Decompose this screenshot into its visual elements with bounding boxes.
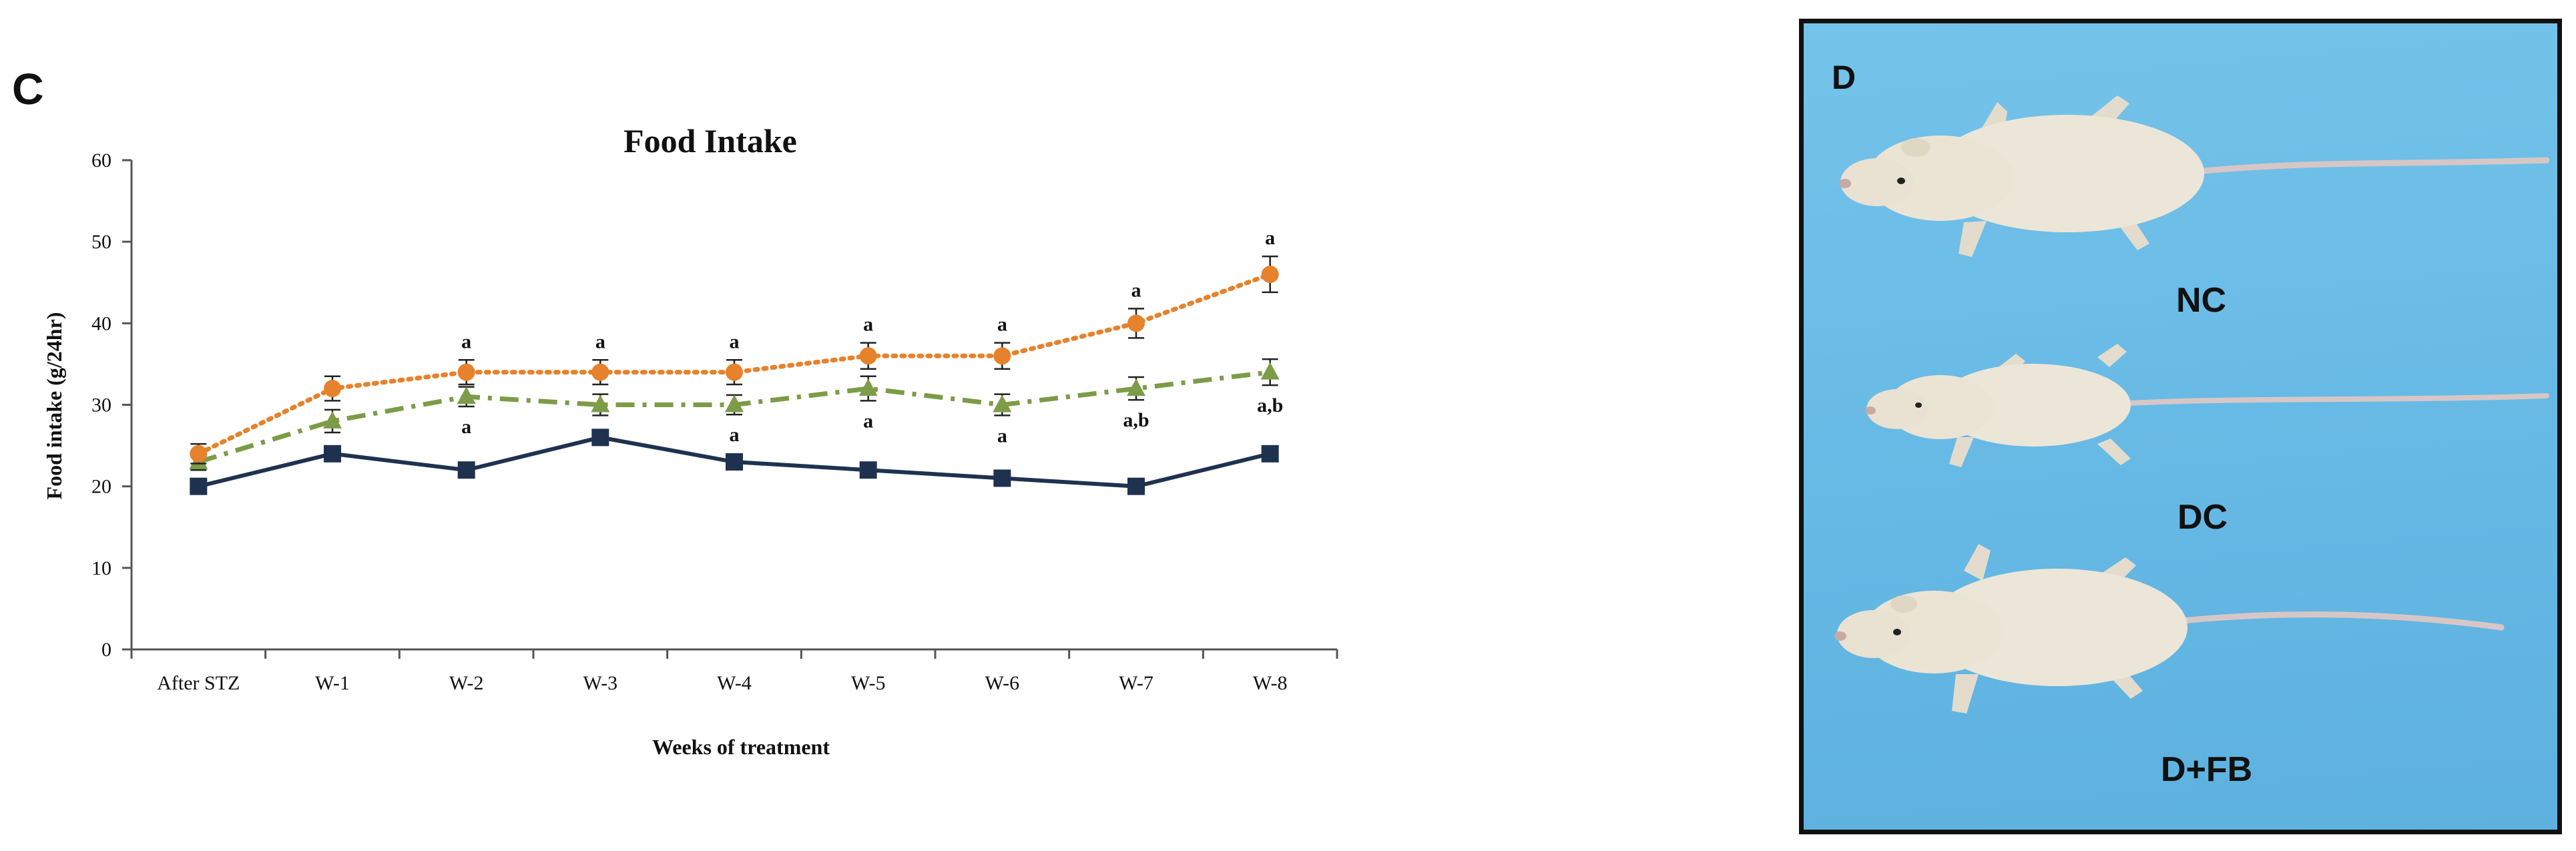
data-point — [1127, 378, 1145, 396]
rat-dc-image — [1865, 344, 2549, 467]
rat-photo — [1834, 95, 2550, 714]
data-point — [324, 445, 341, 463]
x-tick-label: W-7 — [1119, 672, 1153, 694]
x-tick-label: W-6 — [985, 672, 1020, 694]
data-point — [1261, 445, 1279, 463]
panel-c-letter: C — [12, 64, 44, 113]
data-point — [1261, 266, 1279, 284]
label-dc: DC — [2177, 498, 2228, 537]
data-annotation: a,b — [1123, 409, 1149, 431]
rat-dfb-image — [1834, 544, 2505, 714]
data-point — [993, 469, 1011, 487]
data-point — [726, 363, 743, 381]
data-annotation: a,b — [1257, 394, 1283, 416]
data-point — [1127, 314, 1145, 332]
data-annotation: a — [1131, 279, 1141, 301]
y-axis-label: Food intake (g/24hr) — [42, 312, 66, 500]
data-annotation: a — [730, 330, 740, 352]
x-tick-label: W-8 — [1253, 672, 1288, 694]
data-point — [190, 477, 208, 495]
y-tick-label: 60 — [91, 150, 111, 172]
data-point — [457, 461, 475, 479]
y-tick-label: 50 — [91, 231, 111, 253]
x-tick-label: W-2 — [449, 672, 484, 694]
data-point — [1127, 477, 1145, 495]
data-point — [323, 410, 342, 429]
y-tick-label: 30 — [91, 394, 111, 416]
data-point — [190, 445, 208, 463]
panel-d-letter: D — [1832, 59, 1856, 96]
x-tick-label: W-4 — [717, 672, 752, 694]
data-point — [725, 394, 744, 412]
data-annotation: a — [595, 330, 605, 352]
data-point — [993, 394, 1012, 412]
y-tick-label: 40 — [91, 312, 111, 334]
data-annotation: a — [863, 410, 873, 432]
data-point — [726, 453, 743, 471]
data-annotation: a — [461, 330, 471, 352]
label-nc: NC — [2176, 281, 2227, 320]
data-point — [457, 386, 476, 404]
data-point — [858, 378, 878, 396]
data-point — [993, 347, 1011, 365]
data-point — [457, 363, 475, 381]
data-annotation: a — [730, 424, 740, 446]
data-point — [859, 461, 877, 479]
chart-title: Food Intake — [623, 122, 797, 160]
data-annotation: a — [997, 424, 1007, 447]
rat-photo-panel: D NC DC D+FB — [1799, 19, 2562, 834]
data-point — [591, 363, 609, 381]
data-annotation: a — [997, 314, 1007, 336]
data-point — [324, 380, 341, 398]
y-tick-label: 0 — [101, 639, 111, 661]
data-point — [591, 429, 609, 447]
x-tick-label: After STZ — [157, 672, 240, 694]
y-tick-label: 10 — [91, 557, 111, 579]
data-annotation: a — [461, 416, 471, 438]
food-intake-chart: Food Intake Food intake (g/24hr) Weeks o… — [42, 122, 1338, 759]
x-axis-label: Weeks of treatment — [652, 735, 830, 759]
data-point — [591, 394, 610, 412]
data-annotation: a — [1265, 227, 1275, 249]
x-tick-label: W-3 — [583, 672, 618, 694]
y-tick-label: 20 — [91, 476, 111, 498]
x-tick-label: W-1 — [315, 672, 350, 694]
x-tick-label: W-5 — [851, 672, 886, 694]
data-point — [1260, 362, 1280, 380]
label-dfb: D+FB — [2161, 750, 2253, 789]
series-line-1 — [196, 272, 1273, 457]
data-annotation: a — [863, 314, 873, 336]
data-point — [859, 347, 877, 365]
rat-nc-image — [1839, 95, 2550, 257]
